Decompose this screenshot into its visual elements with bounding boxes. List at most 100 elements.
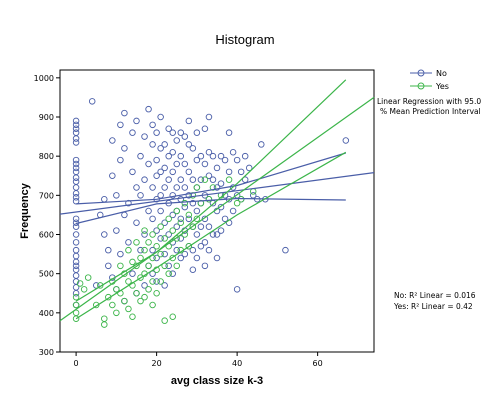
data-point-no xyxy=(72,223,80,230)
data-point-no xyxy=(225,168,233,176)
data-point-no xyxy=(189,266,197,274)
data-point-no xyxy=(149,141,156,148)
data-point-no xyxy=(229,184,237,191)
data-point-yes xyxy=(137,274,144,281)
data-point-no xyxy=(165,176,172,183)
data-point-yes xyxy=(101,321,108,328)
regression-note-line-1: Linear Regression with 95.0 xyxy=(377,97,481,106)
data-point-no xyxy=(129,270,136,277)
data-point-no xyxy=(237,168,245,176)
data-point-yes xyxy=(141,246,148,254)
data-point-yes xyxy=(72,293,80,301)
data-point-yes xyxy=(153,242,160,250)
y-tick-label: 1000 xyxy=(34,74,54,83)
y-tick-label: 800 xyxy=(39,152,54,161)
data-point-no xyxy=(185,192,193,199)
x-tick-label: 40 xyxy=(232,359,242,368)
data-point-no xyxy=(185,141,193,148)
data-point-no xyxy=(161,282,168,289)
y-tick-label: 600 xyxy=(39,231,54,240)
data-point-yes xyxy=(145,239,152,246)
data-point-yes xyxy=(233,199,241,207)
data-points xyxy=(72,98,350,328)
data-point-no xyxy=(121,145,128,152)
data-point-no xyxy=(145,160,152,168)
data-point-yes xyxy=(72,301,80,309)
data-point-no xyxy=(209,176,217,183)
data-point-yes xyxy=(141,227,148,234)
data-point-yes xyxy=(209,184,217,191)
regression-ci-upper-no xyxy=(76,152,346,205)
x-tick-label: 60 xyxy=(313,359,323,368)
data-point-no xyxy=(197,152,205,160)
data-point-no xyxy=(213,184,221,191)
data-point-no xyxy=(169,129,176,136)
data-point-no xyxy=(189,145,197,152)
data-point-yes xyxy=(165,215,172,223)
data-point-no xyxy=(225,129,233,136)
data-point-yes xyxy=(84,274,92,281)
data-point-no xyxy=(137,192,144,199)
data-point-no xyxy=(72,121,80,129)
y-axis-label: Frequency xyxy=(19,182,31,239)
data-point-no xyxy=(109,172,116,179)
data-point-no xyxy=(177,254,185,262)
regression-note-line-2: % Mean Prediction Interval xyxy=(380,107,481,116)
data-point-yes xyxy=(169,227,176,234)
data-point-no xyxy=(141,231,148,238)
data-point-no xyxy=(229,207,237,215)
data-point-no xyxy=(157,113,164,121)
data-point-no xyxy=(217,203,225,211)
data-point-no xyxy=(72,139,80,146)
data-point-no xyxy=(193,156,201,164)
legend-label-no: No xyxy=(436,69,447,78)
data-point-no xyxy=(189,176,197,183)
data-point-yes xyxy=(76,280,84,287)
data-point-no xyxy=(181,184,189,191)
data-point-yes xyxy=(149,278,156,285)
data-point-yes xyxy=(161,317,168,324)
data-point-no xyxy=(181,250,189,258)
data-point-no xyxy=(169,211,176,219)
data-point-no xyxy=(241,152,249,160)
data-point-no xyxy=(193,231,201,238)
data-point-no xyxy=(245,164,253,172)
data-point-yes xyxy=(149,301,156,309)
data-point-yes xyxy=(185,242,193,250)
data-point-no xyxy=(173,160,180,168)
data-point-no xyxy=(221,156,229,164)
data-point-no xyxy=(189,246,197,254)
data-point-no xyxy=(173,223,180,230)
data-point-no xyxy=(181,203,189,211)
data-point-yes xyxy=(193,184,201,191)
data-point-no xyxy=(258,141,265,148)
data-point-yes xyxy=(149,231,156,238)
data-point-no xyxy=(105,262,112,270)
data-point-no xyxy=(153,129,160,136)
data-point-yes xyxy=(133,290,140,297)
data-point-no xyxy=(117,156,124,164)
data-point-no xyxy=(233,286,241,293)
data-point-yes xyxy=(80,286,88,293)
chart-title: Histogram xyxy=(215,32,274,47)
data-point-no xyxy=(161,184,168,191)
data-point-no xyxy=(205,172,213,179)
data-point-no xyxy=(153,278,160,285)
data-point-no xyxy=(185,168,193,176)
data-point-no xyxy=(72,290,80,297)
data-point-yes xyxy=(185,211,193,219)
data-point-yes xyxy=(137,254,144,262)
data-point-no xyxy=(117,121,124,129)
data-point-no xyxy=(197,223,205,230)
y-tick-label: 400 xyxy=(39,309,54,318)
data-point-no xyxy=(201,262,209,270)
data-point-yes xyxy=(173,262,180,270)
data-point-no xyxy=(213,254,221,262)
y-tick-label: 500 xyxy=(39,270,54,279)
data-point-no xyxy=(217,152,225,160)
regression-lines xyxy=(59,79,375,322)
data-point-no xyxy=(185,117,193,125)
data-point-no xyxy=(72,258,80,266)
data-point-no xyxy=(177,235,185,242)
data-point-yes xyxy=(157,250,164,258)
